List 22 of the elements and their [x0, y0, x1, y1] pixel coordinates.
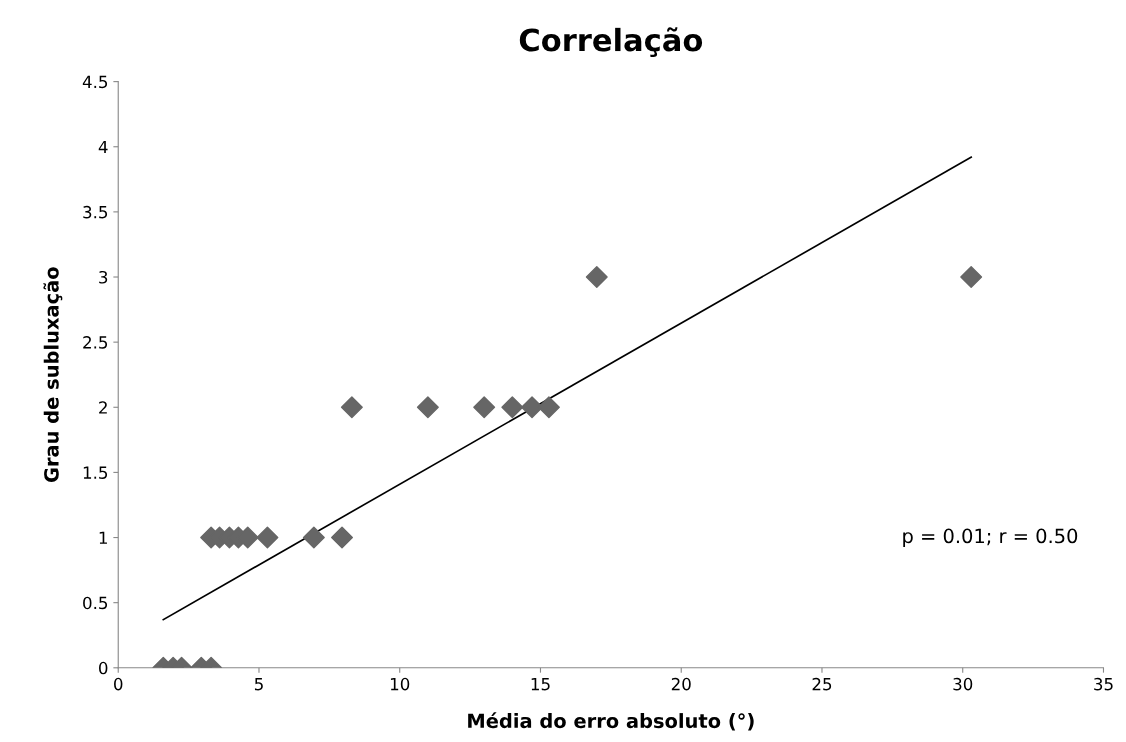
- x-tick-label: 0: [114, 677, 123, 691]
- x-tick-label: 15: [531, 678, 550, 691]
- y-tick-label: 1: [99, 531, 107, 544]
- x-tick-label: 10: [390, 677, 410, 691]
- chart-title: Correlação: [519, 27, 703, 58]
- x-tick-label: 25: [812, 677, 832, 691]
- y-tick-label: 4: [98, 140, 108, 154]
- x-axis-title: Média do erro absoluto (°): [468, 712, 754, 731]
- y-tick-label: 0: [99, 661, 108, 675]
- y-tick-label: 4.5: [82, 75, 108, 89]
- x-tick-label: 20: [671, 677, 691, 691]
- y-axis-title: Grau de subluxação: [43, 267, 63, 483]
- y-tick-label: 2: [99, 401, 107, 414]
- y-tick-label: 0.5: [83, 596, 108, 610]
- x-tick-label: 5: [254, 678, 263, 691]
- annotation: p = 0.01; r = 0.50: [903, 528, 1078, 548]
- y-tick-label: 2.5: [83, 336, 108, 349]
- x-tick-label: 35: [1094, 677, 1113, 691]
- y-tick-label: 3.5: [83, 205, 108, 219]
- x-tick-label: 30: [953, 677, 973, 691]
- y-tick-label: 1.5: [83, 466, 108, 479]
- y-tick-label: 3: [99, 270, 108, 284]
